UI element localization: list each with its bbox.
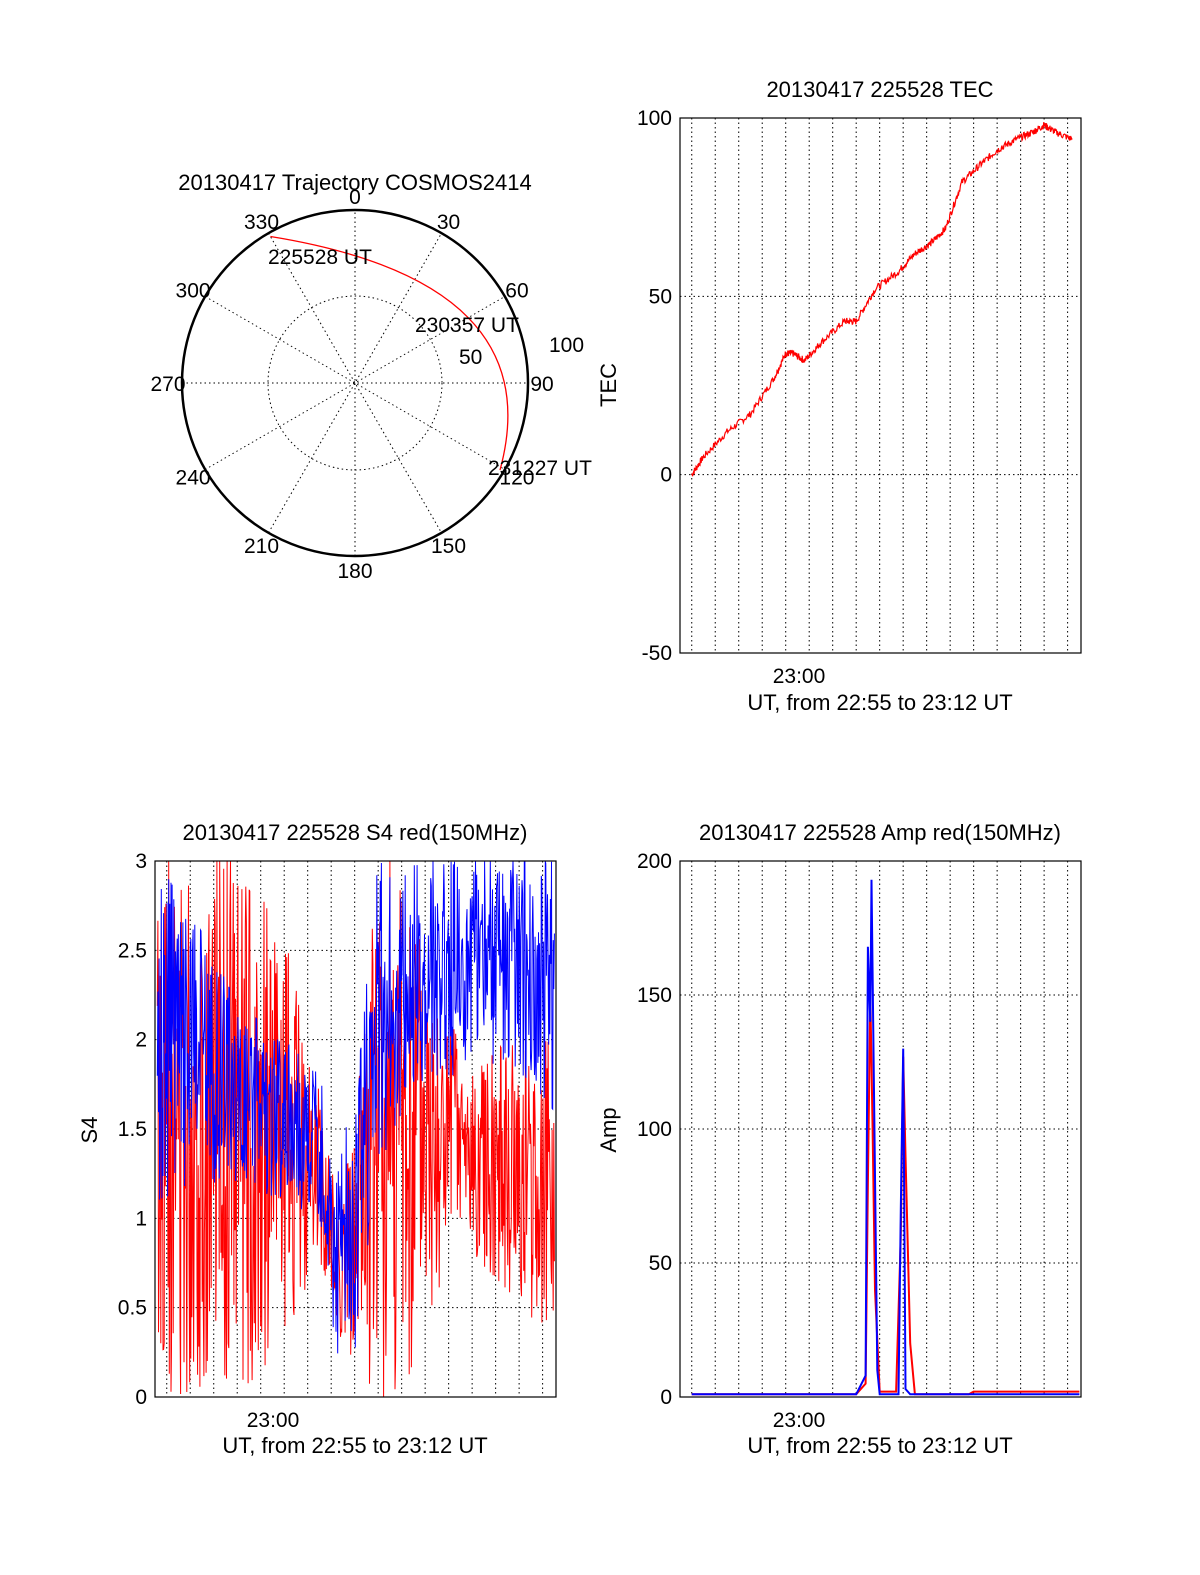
polar-panel: 20130417 Trajectory COSMOS2414 0 30 60 90 12… — [150, 170, 592, 583]
trajectory-end-label: 231227 UT — [488, 457, 592, 480]
amp-blue-series-line — [691, 879, 1080, 1396]
s4-ytick-label: 1.5 — [118, 1118, 147, 1141]
s4-panel: 20130417 225528 S4 red(150MHz) 3 2.5 2 1.5 1… — [77, 820, 557, 1458]
s4-title: 20130417 225528 S4 red(150MHz) — [183, 820, 528, 845]
amp-ytick-label: 0 — [660, 1386, 672, 1409]
amp-ylabel: Amp — [596, 1107, 621, 1152]
trajectory-line — [270, 235, 509, 471]
tec-ytick-label: 50 — [649, 285, 672, 308]
tec-xtick-label: 23:00 — [773, 665, 826, 688]
polar-azimuth-label: 210 — [244, 535, 279, 558]
trajectory-mid-label: 230357 UT — [415, 314, 519, 337]
s4-ylabel: S4 — [77, 1117, 102, 1144]
polar-azimuth-label: 180 — [337, 560, 372, 583]
s4-blue-series — [156, 860, 555, 1354]
tec-series-line — [691, 122, 1073, 477]
amp-title: 20130417 225528 Amp red(150MHz) — [699, 820, 1061, 845]
amp-xtick-label: 23:00 — [773, 1409, 826, 1432]
s4-ytick-label: 2 — [135, 1029, 147, 1052]
trajectory-start-label: 225528 UT — [268, 246, 372, 269]
polar-azimuth-label: 0 — [349, 186, 361, 209]
tec-ylabel: TEC — [596, 363, 621, 407]
s4-ytick-label: 3 — [135, 850, 147, 873]
amp-frame — [679, 860, 1082, 1398]
tec-ytick-label: 100 — [637, 107, 672, 130]
amp-grid — [680, 860, 1081, 1398]
tec-title: 20130417 225528 TEC — [766, 77, 993, 102]
tec-ytick-label: 0 — [660, 464, 672, 487]
polar-azimuth-label: 300 — [176, 280, 211, 303]
s4-blue-line — [156, 860, 555, 1354]
tec-panel: 20130417 225528 TEC 100 50 0 -50 23:00 UT, … — [596, 77, 1082, 715]
polar-azimuth-label: 150 — [431, 535, 466, 558]
s4-ytick-label: 0.5 — [118, 1297, 147, 1320]
s4-ytick-label: 1 — [135, 1207, 147, 1230]
tec-y-ticks: 100 50 0 -50 — [637, 107, 672, 665]
s4-y-ticks: 3 2.5 2 1.5 1 0.5 0 — [118, 850, 147, 1409]
amp-xlabel: UT, from 22:55 to 23:12 UT — [747, 1433, 1012, 1458]
polar-azimuth-label: 270 — [150, 373, 185, 396]
tec-xlabel: UT, from 22:55 to 23:12 UT — [747, 690, 1012, 715]
tec-frame — [679, 117, 1082, 654]
polar-spoke-120 — [204, 296, 506, 470]
polar-radial-label-50: 50 — [459, 346, 482, 369]
amp-ytick-label: 150 — [637, 984, 672, 1007]
polar-azimuth-label: 120 — [499, 467, 534, 490]
polar-radial-label-100: 100 — [549, 334, 584, 357]
s4-frame — [154, 860, 557, 1398]
polar-spoke-60 — [204, 296, 506, 470]
amp-y-ticks: 200 150 100 50 0 — [637, 850, 672, 1409]
tec-grid — [680, 117, 1081, 654]
polar-spokes — [182, 210, 528, 556]
amp-panel: 20130417 225528 Amp red(150MHz) 200 150 10… — [596, 820, 1082, 1458]
s4-ytick-label: 2.5 — [118, 939, 147, 962]
amp-ytick-label: 200 — [637, 850, 672, 873]
polar-azimuth-label: 240 — [176, 467, 211, 490]
polar-azimuth-label: 330 — [244, 211, 279, 234]
polar-title: 20130417 Trajectory COSMOS2414 — [178, 170, 531, 195]
polar-azimuth-label: 90 — [530, 373, 553, 396]
polar-azimuth-label: 30 — [437, 211, 460, 234]
s4-ytick-label: 0 — [135, 1386, 147, 1409]
amp-ytick-label: 100 — [637, 1118, 672, 1141]
polar-spoke-30 — [268, 232, 442, 534]
polar-azimuth-label: 60 — [505, 280, 528, 303]
tec-ytick-label: -50 — [642, 642, 672, 665]
polar-spoke-150 — [268, 232, 442, 534]
amp-ytick-label: 50 — [649, 1252, 672, 1275]
amp-red-series-line — [691, 994, 1080, 1396]
s4-xtick-label: 23:00 — [247, 1409, 300, 1432]
s4-xlabel: UT, from 22:55 to 23:12 UT — [222, 1433, 487, 1458]
polar-azimuth-labels: 0 30 60 90 120 150 180 210 240 270 300 330 — [150, 186, 553, 583]
